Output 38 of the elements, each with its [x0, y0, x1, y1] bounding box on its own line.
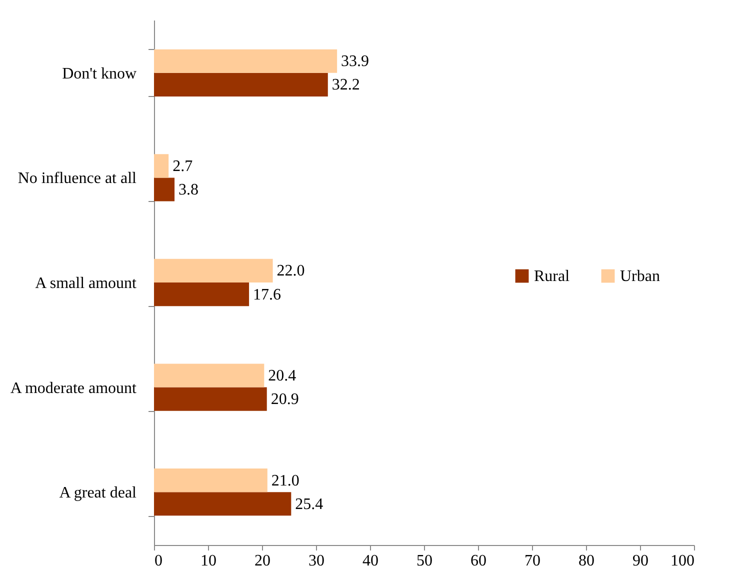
x-tick-label: 60: [470, 552, 486, 570]
x-tick-label: 10: [200, 552, 216, 570]
data-label: 25.4: [295, 496, 324, 513]
y-tick-label: Don't know: [62, 65, 137, 82]
x-tick-label: 30: [308, 552, 324, 570]
legend-label: Rural: [534, 268, 570, 285]
data-label: 33.9: [341, 53, 370, 70]
x-tick-label: 50: [416, 552, 432, 570]
x-tick-label: 80: [578, 552, 594, 570]
y-tick-label: A moderate amount: [10, 380, 138, 397]
bar: [154, 492, 292, 516]
bar: [154, 364, 264, 388]
x-tick-label: 90: [632, 552, 648, 570]
bar: [154, 72, 328, 96]
data-label: 20.9: [270, 391, 299, 408]
x-tick-label: 40: [362, 552, 378, 570]
y-tick-label: No influence at all: [18, 170, 138, 188]
bar: [154, 178, 175, 202]
y-tick-label: A great deal: [59, 484, 138, 502]
data-label: 22.0: [276, 262, 305, 280]
x-tick-label: 100: [670, 552, 694, 570]
bar: [154, 468, 268, 492]
y-tick-label: A small amount: [35, 275, 138, 292]
bar: [154, 282, 250, 306]
legend-label: Urban: [620, 268, 660, 285]
data-label: 20.4: [268, 368, 296, 384]
data-label: 3.8: [178, 182, 199, 198]
bar: [154, 258, 273, 282]
data-label: 32.2: [332, 76, 360, 94]
bar: [154, 49, 338, 73]
data-label: 21.0: [271, 472, 300, 490]
data-label: 2.7: [172, 158, 193, 175]
bar: [154, 387, 267, 411]
data-label: 17.6: [253, 286, 282, 304]
x-tick-label: 0: [154, 552, 162, 570]
x-tick-label: 70: [524, 552, 540, 570]
x-tick-label: 20: [254, 552, 270, 570]
bar: [154, 154, 169, 178]
